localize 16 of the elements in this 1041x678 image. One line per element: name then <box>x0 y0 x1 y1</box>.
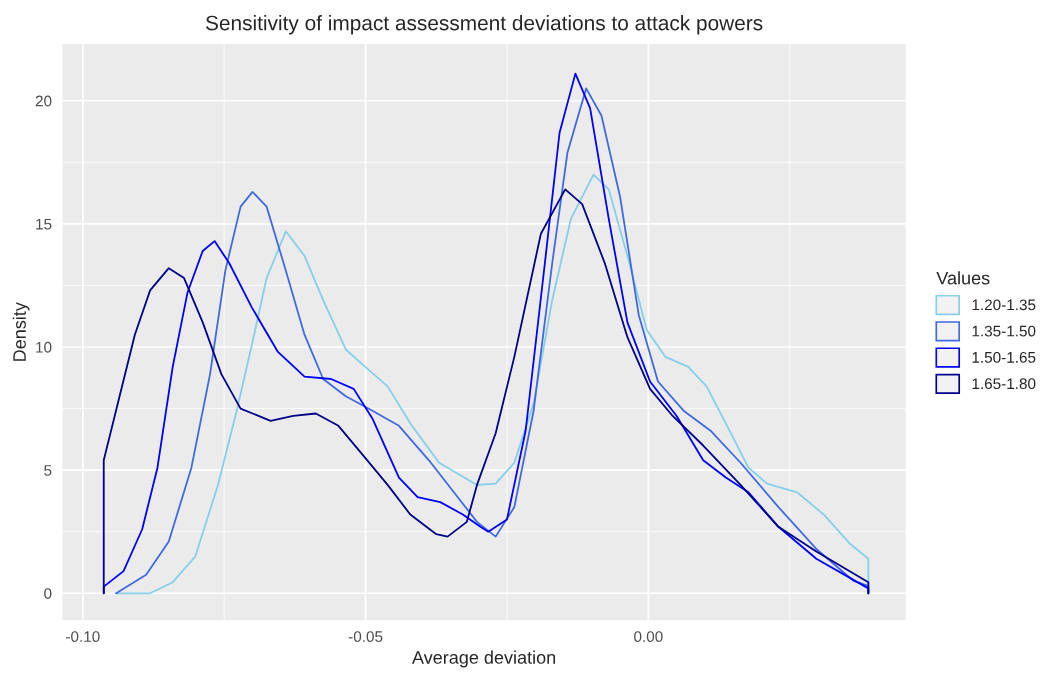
y-tick-label: 10 <box>36 341 52 353</box>
legend-label: 1.50-1.65 <box>972 351 1036 363</box>
x-tick-label: -0.10 <box>66 631 100 643</box>
legend-label: 1.65-1.80 <box>972 378 1036 390</box>
x-axis-title: Average deviation <box>411 650 556 668</box>
y-tick-label: 5 <box>44 465 52 476</box>
legend-label: 1.35-1.50 <box>972 325 1036 337</box>
y-tick-label: 0 <box>44 588 52 599</box>
y-tick-label: 20 <box>35 95 52 107</box>
x-tick-label: -0.05 <box>348 631 383 643</box>
y-axis-title: Density <box>12 302 30 361</box>
y-tick-label: 15 <box>36 218 52 230</box>
legend-title: Values <box>936 271 990 285</box>
legend-label: 1.20-1.35 <box>972 299 1036 311</box>
chart-title: Sensitivity of impact assessment deviations to attack powers <box>205 15 763 35</box>
x-tick-label: 0.00 <box>634 631 663 643</box>
